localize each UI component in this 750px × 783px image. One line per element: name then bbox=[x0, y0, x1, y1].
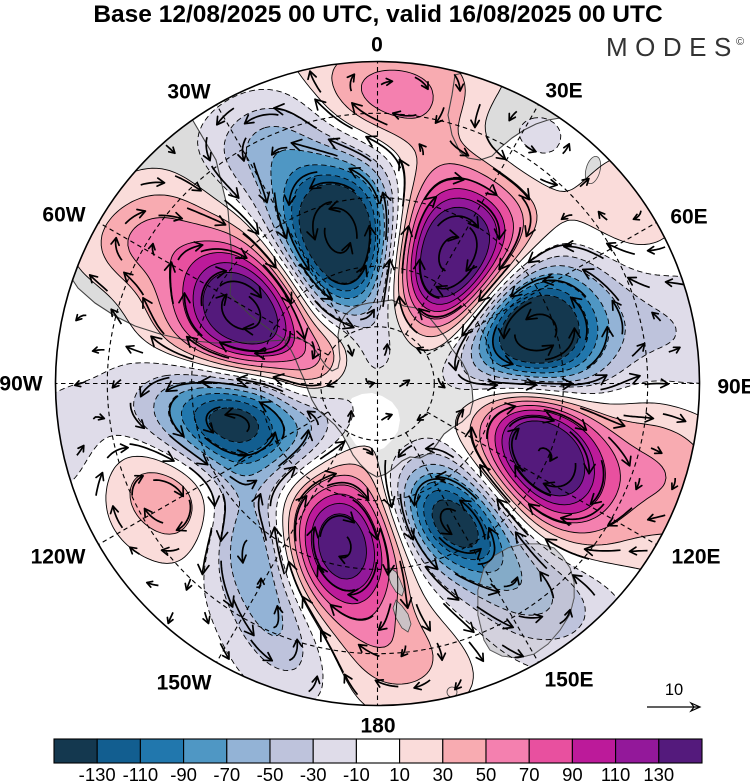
svg-text:Base 12/08/2025 00 UTC, valid: Base 12/08/2025 00 UTC, valid 16/08/2025… bbox=[93, 1, 663, 28]
svg-text:90: 90 bbox=[562, 764, 583, 783]
svg-text:30W: 30W bbox=[167, 81, 210, 104]
svg-text:30: 30 bbox=[433, 764, 454, 783]
svg-text:50: 50 bbox=[476, 764, 497, 783]
svg-text:90E: 90E bbox=[717, 376, 750, 399]
svg-text:-130: -130 bbox=[79, 764, 116, 783]
svg-text:30E: 30E bbox=[545, 80, 582, 103]
svg-text:90W: 90W bbox=[0, 373, 43, 396]
svg-text:©: © bbox=[736, 36, 744, 48]
svg-text:70: 70 bbox=[519, 764, 540, 783]
svg-text:110: 110 bbox=[601, 764, 631, 783]
svg-text:-70: -70 bbox=[213, 764, 240, 783]
svg-text:120W: 120W bbox=[31, 546, 86, 569]
svg-text:10: 10 bbox=[389, 764, 410, 783]
svg-text:60W: 60W bbox=[42, 204, 85, 227]
svg-text:-110: -110 bbox=[123, 764, 159, 783]
svg-text:60E: 60E bbox=[670, 206, 707, 229]
svg-text:180: 180 bbox=[360, 715, 395, 738]
svg-text:-10: -10 bbox=[343, 764, 370, 783]
svg-text:10: 10 bbox=[665, 681, 683, 699]
svg-text:0: 0 bbox=[371, 34, 383, 57]
svg-text:MODES: MODES bbox=[606, 32, 739, 62]
svg-text:130: 130 bbox=[643, 764, 674, 783]
svg-text:120E: 120E bbox=[671, 546, 720, 569]
svg-text:-50: -50 bbox=[257, 764, 284, 783]
svg-text:150E: 150E bbox=[544, 669, 593, 692]
svg-text:-90: -90 bbox=[170, 764, 197, 783]
svg-text:150W: 150W bbox=[157, 672, 212, 695]
svg-text:-30: -30 bbox=[300, 764, 327, 783]
